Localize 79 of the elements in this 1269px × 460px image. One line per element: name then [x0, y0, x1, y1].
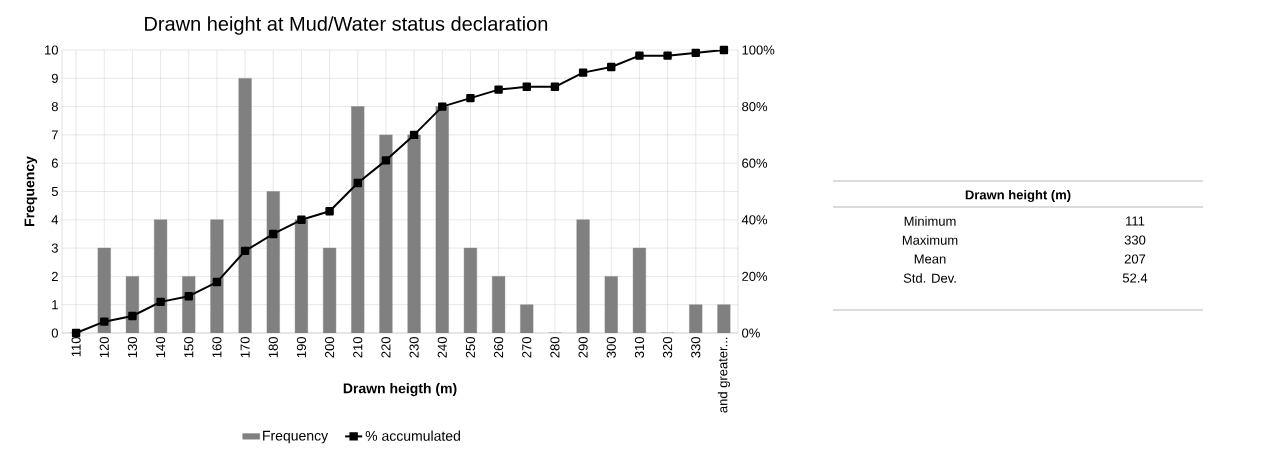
y2-tick-label: 60%: [742, 158, 768, 168]
point: [466, 93, 475, 103]
point: [212, 277, 222, 287]
x-tick-label: and greater...: [717, 337, 730, 413]
y2-tick-label: 40%: [741, 215, 768, 225]
y-tick-label: 9: [51, 73, 58, 83]
x-axis-title: Drawn heigth (m): [343, 383, 457, 397]
y-tick-label: 6: [51, 158, 58, 168]
x-tick-label: 120: [99, 337, 109, 358]
x-tick-label: 240: [437, 337, 447, 358]
point: [522, 82, 531, 91]
text: Drawn height (m): [965, 189, 1071, 203]
point: [578, 68, 588, 77]
point: [635, 51, 644, 60]
point: [100, 317, 109, 326]
category-label: Maximum: [902, 235, 958, 245]
y-tick-label: 8: [51, 101, 58, 112]
point: [71, 328, 81, 338]
point: [128, 311, 137, 321]
x-tick-label: 130: [127, 337, 138, 358]
x-tick-label: 230: [409, 337, 419, 358]
x-tick-label: 280: [550, 337, 560, 358]
point: [691, 48, 700, 58]
data-label: 111: [1126, 216, 1145, 226]
legend-label: % accumulated: [365, 430, 460, 441]
point: [240, 246, 250, 256]
x-tick-label: 330: [691, 337, 701, 358]
point: [381, 156, 391, 165]
point: [325, 207, 334, 216]
x-tick-label: 290: [578, 337, 588, 358]
x-tick-label: 180: [268, 337, 278, 358]
point: [719, 45, 729, 55]
point: [663, 51, 672, 60]
category-label: Std. Dev.: [903, 273, 956, 283]
x-tick-label: 140: [155, 337, 166, 358]
chart-title: Drawn height at Mud/Water status declaration: [145, 16, 548, 35]
x-tick-label: 270: [522, 337, 532, 358]
x-tick-label: 170: [240, 337, 250, 358]
x-tick-label: 160: [212, 337, 222, 358]
y-tick-label: 5: [51, 186, 58, 197]
data-label: 207: [1124, 254, 1146, 264]
point: [409, 130, 419, 140]
x-tick-label: 110: [71, 337, 81, 357]
point: [353, 178, 362, 188]
point: [550, 82, 560, 91]
y2-tick-label: 0%: [742, 328, 760, 338]
y-axis-title: Frequency: [24, 156, 38, 226]
legend-label: Frequency: [263, 430, 329, 444]
y-tick-label: 7: [51, 130, 58, 140]
data-label: 330: [1124, 235, 1146, 245]
y2-tick-label: 80%: [742, 101, 768, 112]
y-tick-label: 0: [51, 328, 58, 338]
category-label: Mean: [914, 254, 946, 264]
y-tick-label: 2: [51, 271, 58, 281]
point: [156, 297, 165, 307]
x-tick-label: 200: [324, 337, 335, 358]
x-tick-label: 210: [353, 337, 363, 358]
point: [494, 85, 503, 94]
point: [184, 292, 193, 301]
y2-tick-label: 20%: [742, 271, 768, 281]
y-tick-label: 3: [51, 243, 58, 253]
x-tick-label: 220: [381, 337, 391, 358]
point: [607, 62, 616, 72]
y-tick-label: 1: [52, 300, 58, 310]
x-tick-label: 260: [493, 337, 504, 358]
x-tick-label: 150: [184, 337, 194, 358]
y-tick-label: 4: [51, 215, 59, 225]
point: [438, 102, 447, 111]
x-tick-label: 320: [662, 337, 673, 358]
y-tick-label: 10: [45, 45, 58, 55]
x-tick-label: 190: [296, 337, 307, 358]
x-tick-label: 250: [465, 337, 476, 358]
data-label: 52.4: [1122, 273, 1148, 283]
category-label: Minimum: [904, 216, 956, 226]
x-tick-label: 310: [634, 337, 645, 358]
point: [269, 229, 278, 239]
y2-tick-label: 100%: [742, 45, 775, 55]
point: [297, 215, 306, 224]
x-tick-label: 300: [606, 337, 616, 358]
